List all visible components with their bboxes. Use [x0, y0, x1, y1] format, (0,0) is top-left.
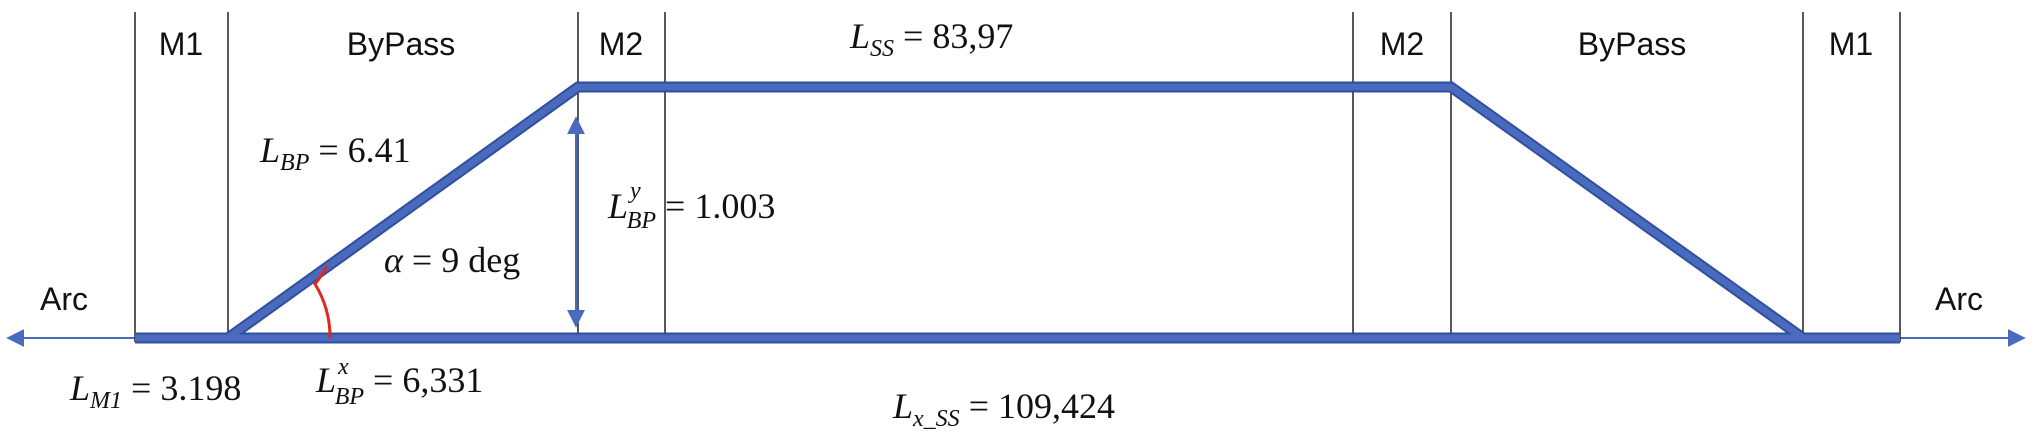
label-l-ss: LSS = 83,97: [849, 16, 1013, 62]
section-label-left-bypass: ByPass: [347, 26, 455, 62]
label-l-x-ss: Lx_SS = 109,424: [892, 386, 1115, 432]
label-l-bp-x: Lx BP = 6,331: [315, 354, 483, 410]
track: [135, 81, 1900, 344]
arc-label-right: Arc: [1935, 281, 1983, 317]
section-label-left-m2: M2: [599, 26, 643, 62]
label-l-bp: LBP = 6.41: [259, 130, 411, 176]
label-l-m1: LM1 = 3.198: [69, 368, 241, 414]
angle-arc: [313, 265, 332, 339]
section-label-right-m1: M1: [1829, 26, 1873, 62]
bypass-track: [225, 83, 1806, 341]
label-l-bp-y: Ly BP = 1.003: [607, 178, 775, 234]
label-alpha: α = 9 deg: [384, 240, 520, 280]
section-label-left-m1: M1: [159, 26, 203, 62]
section-label-right-m2: M2: [1380, 26, 1424, 62]
section-label-right-bypass: ByPass: [1578, 26, 1686, 62]
arc-label-left: Arc: [40, 281, 88, 317]
